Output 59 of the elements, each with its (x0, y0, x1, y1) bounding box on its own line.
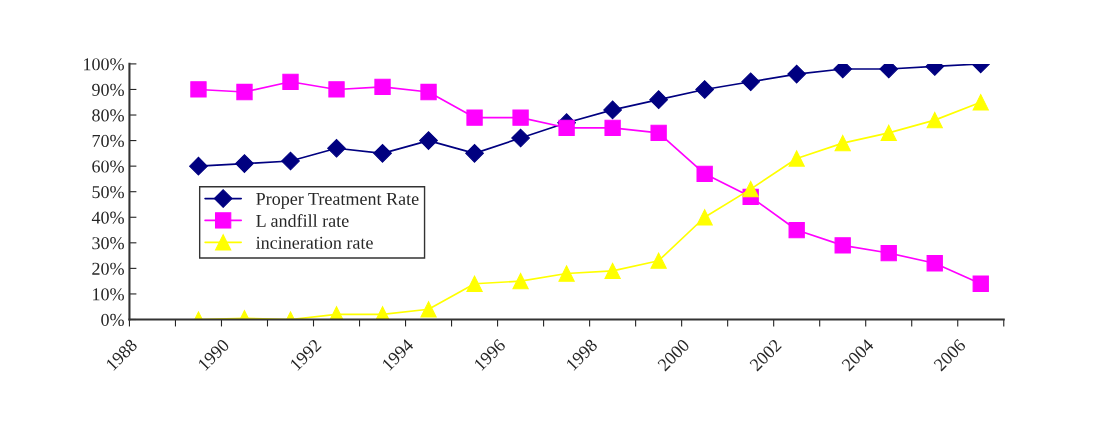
point (742, 180, 759, 198)
point (880, 244, 897, 262)
point (512, 273, 529, 290)
y-tick-label: 20% (92, 262, 124, 275)
y-tick-label: 80% (92, 109, 124, 122)
legend-label: Proper Treatment Rate (256, 193, 419, 209)
y-tick-label: 40% (91, 211, 124, 224)
point (649, 90, 668, 110)
point (558, 265, 575, 282)
point (466, 109, 483, 126)
point (696, 209, 713, 226)
y-tick-label: 90% (92, 83, 124, 96)
point (190, 81, 207, 98)
point (972, 94, 989, 111)
point (466, 275, 483, 292)
point (604, 119, 621, 136)
point (189, 156, 208, 176)
point (236, 83, 253, 101)
point (834, 134, 851, 152)
point (512, 109, 529, 126)
point (788, 221, 805, 239)
point (511, 128, 530, 148)
y-tick-label: 70% (92, 134, 124, 148)
point (650, 124, 667, 142)
point (926, 111, 943, 129)
point (465, 144, 484, 163)
point (603, 100, 622, 120)
y-tick-label: 100% (84, 58, 124, 71)
legend-label: L andfill rate (256, 214, 349, 227)
point (880, 124, 897, 142)
point (879, 63, 899, 79)
point (833, 63, 853, 79)
point (558, 119, 575, 136)
point (741, 72, 761, 92)
y-tick-label: 60% (92, 160, 124, 173)
legend-label: incineration rate (256, 236, 373, 249)
point (787, 64, 807, 84)
point (695, 80, 715, 99)
y-tick-label: 50% (92, 185, 124, 199)
point (420, 301, 437, 318)
y-tick-label: 10% (93, 288, 124, 301)
point (373, 144, 392, 163)
point (604, 262, 621, 280)
point (420, 83, 437, 101)
point (788, 150, 805, 167)
point (281, 151, 300, 171)
point (834, 237, 851, 254)
y-tick-label: 30% (92, 237, 124, 250)
point (374, 78, 391, 96)
point (926, 255, 943, 272)
point (327, 138, 346, 158)
point (328, 81, 345, 98)
y-tick-label: 0% (101, 313, 124, 326)
point (972, 275, 989, 292)
point (650, 252, 667, 269)
point (282, 73, 299, 90)
point (419, 131, 438, 150)
point (235, 154, 254, 173)
point (696, 165, 713, 182)
